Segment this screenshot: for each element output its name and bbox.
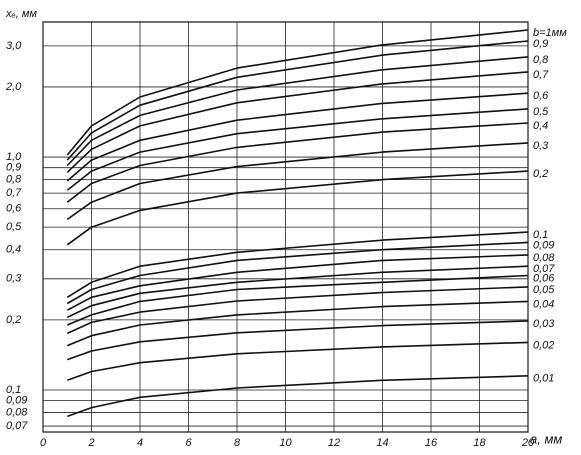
y-tick-label: 2,0 bbox=[5, 81, 22, 93]
x-tick-label: 6 bbox=[185, 437, 192, 449]
series-label: b=1мм bbox=[533, 27, 567, 39]
y-tick-label: 0,5 bbox=[6, 221, 22, 233]
curve bbox=[66, 170, 529, 246]
series-label: 0,07 bbox=[533, 263, 555, 275]
series-label: 0,6 bbox=[533, 90, 549, 102]
series-label: 0,02 bbox=[533, 339, 554, 351]
series-label: 0,8 bbox=[533, 54, 549, 66]
y-tick-label: 0,1 bbox=[6, 384, 21, 396]
curve bbox=[66, 300, 529, 347]
curve bbox=[66, 122, 529, 203]
curve bbox=[67, 341, 529, 382]
y-tick-label: 0,08 bbox=[6, 406, 28, 418]
series-label: 0,7 bbox=[533, 69, 549, 81]
curve bbox=[66, 92, 529, 182]
curve bbox=[66, 142, 529, 221]
series-label: 0,1 bbox=[533, 229, 548, 241]
curve bbox=[66, 231, 529, 298]
series-label: 0,4 bbox=[533, 120, 548, 132]
x-axis-label: a, мм bbox=[530, 431, 562, 446]
curve bbox=[66, 40, 529, 161]
curve bbox=[67, 375, 529, 418]
series-label: 0,04 bbox=[533, 298, 554, 310]
series-label: 0,01 bbox=[533, 373, 554, 385]
x-tick-label: 4 bbox=[137, 437, 143, 449]
curve bbox=[66, 108, 529, 191]
x-tick-label: 20 bbox=[521, 437, 535, 449]
y-tick-label: 0,07 bbox=[6, 420, 28, 432]
curve bbox=[66, 241, 529, 305]
y-tick-label: 0,4 bbox=[6, 244, 21, 256]
series-label: 0,2 bbox=[533, 168, 548, 180]
curve bbox=[66, 71, 529, 173]
y-tick-label: 1,0 bbox=[6, 151, 22, 163]
curve bbox=[66, 265, 529, 319]
series-label: 0,05 bbox=[533, 284, 555, 296]
y-tick-label: 3,0 bbox=[6, 40, 22, 52]
series-label: 0,06 bbox=[533, 272, 555, 284]
x-tick-label: 18 bbox=[473, 437, 486, 449]
y-tick-label: 0,6 bbox=[6, 203, 22, 215]
curve bbox=[66, 254, 529, 311]
y-tick-label: 0,8 bbox=[6, 174, 22, 186]
series-label: 0,03 bbox=[533, 318, 555, 330]
y-tick-label: 0,2 bbox=[6, 314, 21, 326]
y-axis-label: xₑ, мм bbox=[5, 8, 37, 20]
series-label: 0,09 bbox=[533, 239, 554, 251]
curve bbox=[66, 56, 529, 167]
series-label: 0,3 bbox=[533, 140, 549, 152]
curve bbox=[66, 274, 529, 326]
x-tick-label: 16 bbox=[425, 437, 438, 449]
x-tick-label: 0 bbox=[40, 437, 47, 449]
curve bbox=[66, 29, 529, 156]
curve bbox=[66, 286, 529, 335]
x-tick-label: 12 bbox=[328, 437, 340, 449]
x-tick-label: 10 bbox=[279, 437, 292, 449]
series-label: 0,5 bbox=[533, 106, 549, 118]
x-tick-label: 2 bbox=[87, 437, 94, 449]
y-tick-label: 0,9 bbox=[6, 162, 21, 174]
y-tick-label: 0,7 bbox=[6, 187, 22, 199]
y-tick-label: 0,3 bbox=[6, 273, 22, 285]
y-tick-label: 0,09 bbox=[6, 395, 27, 407]
x-tick-label: 8 bbox=[234, 437, 241, 449]
x-tick-label: 14 bbox=[376, 437, 388, 449]
curve bbox=[67, 320, 529, 361]
series-label: 0,08 bbox=[533, 252, 555, 264]
series-label: 0,9 bbox=[533, 38, 548, 50]
